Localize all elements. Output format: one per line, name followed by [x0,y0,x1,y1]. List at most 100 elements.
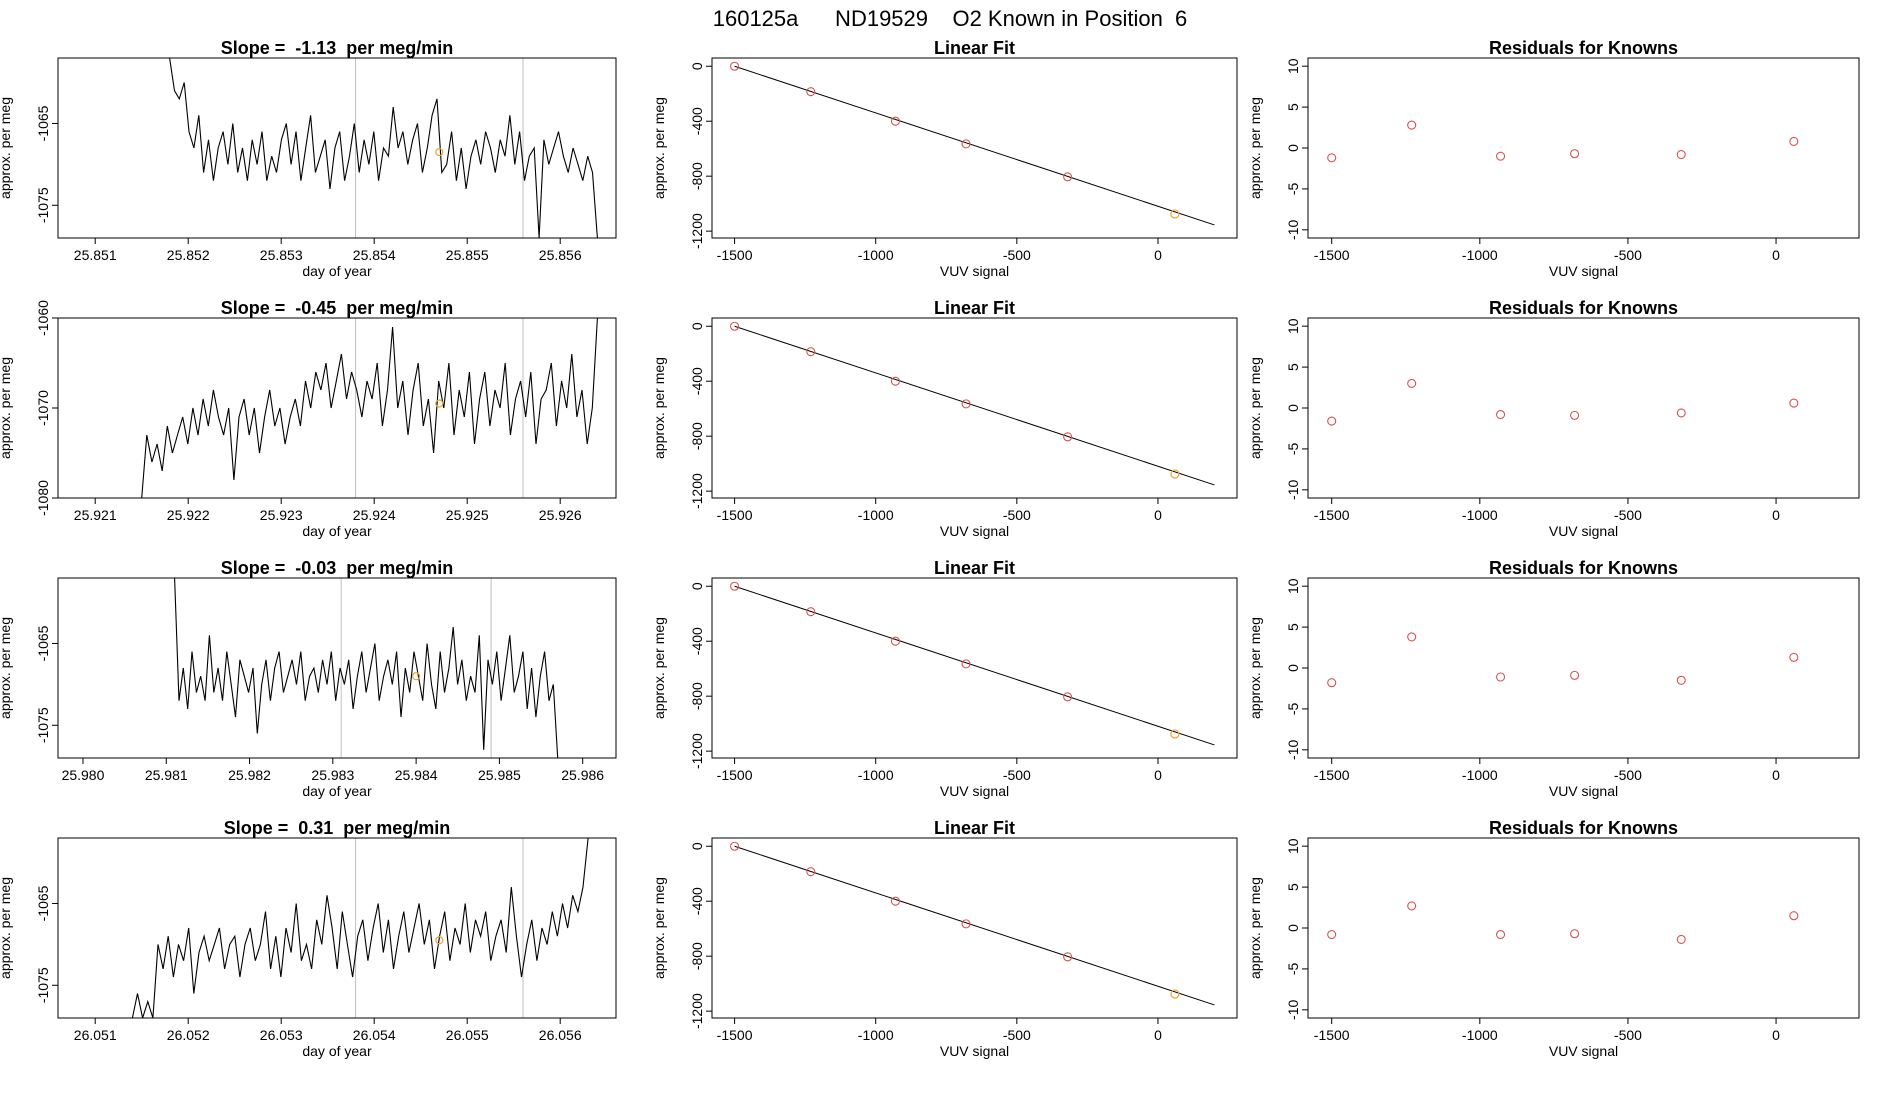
x-axis-label: day of year [302,263,372,279]
y-tick-label: -1075 [35,707,51,743]
y-tick-label: -1075 [35,967,51,1003]
x-tick-label: -500 [1003,507,1031,523]
data-point [1676,934,1686,945]
data-point [890,636,901,646]
plot-frame [711,57,1238,239]
data-point [1570,149,1580,159]
x-tick-label: 25.854 [353,247,396,263]
plot-frame [711,317,1238,499]
y-axis-label: approx. per meg [651,97,667,199]
y-tick-label: 10 [1285,318,1301,334]
x-tick-label: 0 [1772,1027,1780,1043]
x-tick-label: -500 [1003,767,1031,783]
y-tick-label: -1200 [689,473,705,509]
y-axis-label: approx. per meg [0,97,13,199]
panel-1-3: Residuals for Knowns -1500 -1000 -500 0 10 5 0 -… [1247,38,1860,279]
panel-2-2: Linear Fit -1500 -1000 -500 0 0 -400 -800 -1200 V… [651,298,1238,539]
data-point [730,61,740,71]
data-point [961,659,971,669]
data-point [1570,670,1580,680]
x-axis-label: VUV signal [940,1043,1009,1059]
x-tick-label: -1500 [1314,767,1350,783]
y-tick-label: -1065 [35,105,51,141]
y-tick-label: -1065 [35,625,51,661]
x-tick-label: -1000 [1462,247,1498,263]
plot-frame [1307,837,1860,1019]
x-tick-label: -1000 [858,1027,894,1043]
data-point [890,116,901,126]
panel-title: Residuals for Knowns [1489,558,1678,578]
y-tick-label: -400 [689,107,705,135]
panel-4-2: Linear Fit -1500 -1000 -500 0 0 -400 -800 -1200 V… [651,818,1238,1059]
panel-title: Slope = -1.13 per meg/min [221,38,454,58]
data-point [730,581,740,591]
x-axis-label: VUV signal [940,783,1009,799]
x-tick-label: 25.925 [446,507,489,523]
y-tick-label: -10 [1285,479,1301,499]
x-axis-label: VUV signal [940,523,1009,539]
data-point [1496,672,1506,682]
series-line [131,838,589,1018]
x-tick-label: 25.983 [311,767,354,783]
data-point [1063,172,1073,182]
data-point [730,841,740,851]
x-axis-label: VUV signal [1549,783,1618,799]
y-tick-label: 10 [1285,838,1301,854]
data-point [1063,952,1073,962]
y-tick-label: -1075 [35,187,51,223]
x-tick-label: -1000 [1462,767,1498,783]
y-tick-label: -5 [1285,702,1301,715]
y-tick-label: -800 [689,942,705,970]
y-axis-label: approx. per meg [1247,877,1263,979]
x-tick-label: -500 [1614,247,1642,263]
x-tick-label: -1000 [858,767,894,783]
data-point [1407,632,1417,642]
data-point [961,919,971,929]
series-line [141,318,598,498]
data-point [1789,652,1799,662]
panel-3-2: Linear Fit -1500 -1000 -500 0 0 -400 -800 -1200 V… [651,558,1238,799]
x-tick-label: 25.856 [539,247,582,263]
x-axis-label: day of year [302,783,372,799]
panel-3-3: Residuals for Knowns -1500 -1000 -500 0 10 5 0 -… [1247,558,1860,799]
data-point [1063,432,1073,442]
x-tick-label: 0 [1154,1027,1162,1043]
data-point [730,321,740,331]
y-tick-label: -1065 [35,885,51,921]
x-tick-label: 25.923 [260,507,303,523]
mean-point [412,672,421,681]
x-tick-label: 25.855 [446,247,489,263]
data-point [890,376,901,386]
x-tick-label: 26.052 [167,1027,210,1043]
y-tick-label: 5 [1285,883,1301,891]
plot-frame [57,57,617,239]
y-axis-label: approx. per meg [0,617,13,719]
plot-frame [711,577,1238,759]
mean-point [435,936,444,945]
data-point [1327,416,1337,426]
x-tick-label: 25.986 [561,767,604,783]
plot-frame [57,837,617,1019]
data-point [1496,929,1506,940]
series-line [169,58,598,238]
panel-title: Linear Fit [934,298,1015,318]
x-tick-label: 25.921 [74,507,117,523]
data-point [1676,149,1686,160]
x-tick-label: 26.055 [446,1027,489,1043]
data-point [1327,929,1337,940]
y-tick-label: 5 [1285,103,1301,111]
data-point [890,896,901,906]
data-point [1407,378,1417,389]
sample-point [1170,989,1180,999]
x-tick-label: 0 [1772,507,1780,523]
panel-title: Slope = -0.03 per meg/min [221,558,454,578]
y-tick-label: -5 [1285,962,1301,975]
y-tick-label: 0 [1285,144,1301,152]
plot-frame [1307,57,1860,239]
data-point [1327,153,1337,163]
plot-frame [57,577,617,759]
x-axis-label: VUV signal [1549,263,1618,279]
x-tick-label: 25.982 [228,767,271,783]
x-tick-label: -1500 [717,767,753,783]
mean-point [435,399,444,408]
